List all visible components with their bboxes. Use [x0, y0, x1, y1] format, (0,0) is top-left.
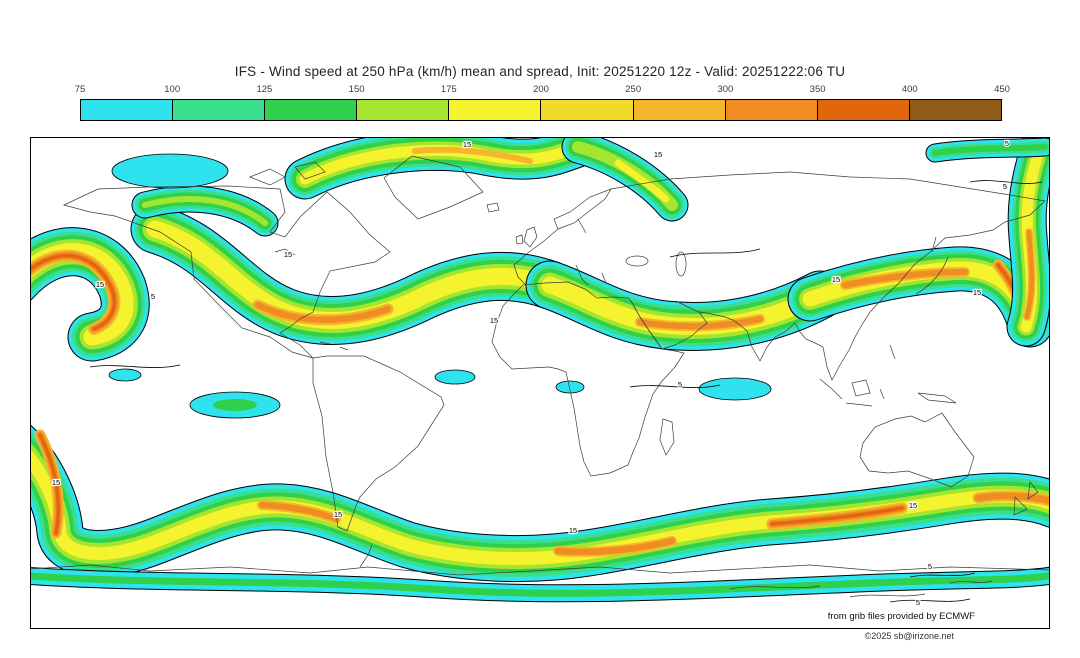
colorbar-segment-400: [908, 100, 1001, 120]
map-area: 15 15 5 5 15 15 15 15 15 5 15 15 15 15 5 5 5: [30, 137, 1050, 629]
contour-label: 5: [928, 562, 932, 571]
colorbar-segment-100: [172, 100, 265, 120]
map-frame: [30, 137, 1050, 629]
contour-label: 15: [909, 501, 917, 510]
data-source-credit: from grib files provided by ECMWF: [827, 611, 975, 622]
world-map: 15 15 5 5 15 15 15 15 15 5 15 15 15 15 5 5 5: [30, 137, 1050, 629]
colorbar: [80, 99, 1002, 121]
colorbar-segment-125: [264, 100, 357, 120]
colorbar-segment-75: [81, 100, 173, 120]
contour-label: 15: [96, 280, 104, 289]
chart-title: IFS - Wind speed at 250 hPa (km/h) mean …: [234, 64, 846, 79]
spread-patches: [108, 153, 772, 419]
colorbar-tick-label: 125: [256, 84, 273, 95]
contour-label: 15: [490, 316, 498, 325]
colorbar-segment-300: [724, 100, 817, 120]
spread-contours: [89, 180, 1043, 603]
contour-label: 5: [151, 292, 155, 301]
colorbar-tick-label: 150: [348, 84, 365, 95]
colorbar-tick-label: 250: [625, 84, 642, 95]
contour-label: 15: [463, 140, 471, 149]
colorbar-tick-label: 300: [717, 84, 734, 95]
colorbar-ticks: 75 100 125 150 175 200 250 300 350 400 450: [75, 84, 1010, 97]
colorbar-tick-label: 175: [440, 84, 457, 95]
colorbar-segment-150: [356, 100, 449, 120]
contour-label: 5: [678, 380, 682, 389]
coastlines: [30, 155, 1050, 598]
contour-label: 5: [916, 598, 920, 607]
colorbar-segment-250: [632, 100, 725, 120]
contour-label: 15: [284, 250, 292, 259]
colorbar-segment-200: [540, 100, 633, 120]
colorbar-tick-label: 450: [994, 84, 1010, 95]
colorbar-tick-label: 200: [533, 84, 549, 95]
colorbar-tick-label: 400: [901, 84, 918, 95]
contour-label: 15: [654, 150, 662, 159]
colorbar-tick-label: 100: [164, 84, 181, 95]
contour-label: 15: [569, 526, 577, 535]
contour-label: 15: [334, 510, 342, 519]
contour-label: 5: [1003, 182, 1007, 191]
contour-label: 15: [52, 478, 60, 487]
colorbar-segment-350: [816, 100, 909, 120]
contour-label: 15: [973, 288, 981, 297]
colorbar-tick-label: 75: [74, 84, 86, 95]
contour-labels: 15 15 5 5 15 15 15 15 15 5 15 15 15 15 5 5 5: [51, 138, 1010, 608]
copyright-notice: ©2025 sb@irizone.net: [864, 631, 954, 641]
contour-label: 5: [1005, 139, 1009, 148]
colorbar-segment-175: [448, 100, 541, 120]
contour-label: 15: [832, 275, 840, 284]
colorbar-tick-label: 350: [809, 84, 826, 95]
